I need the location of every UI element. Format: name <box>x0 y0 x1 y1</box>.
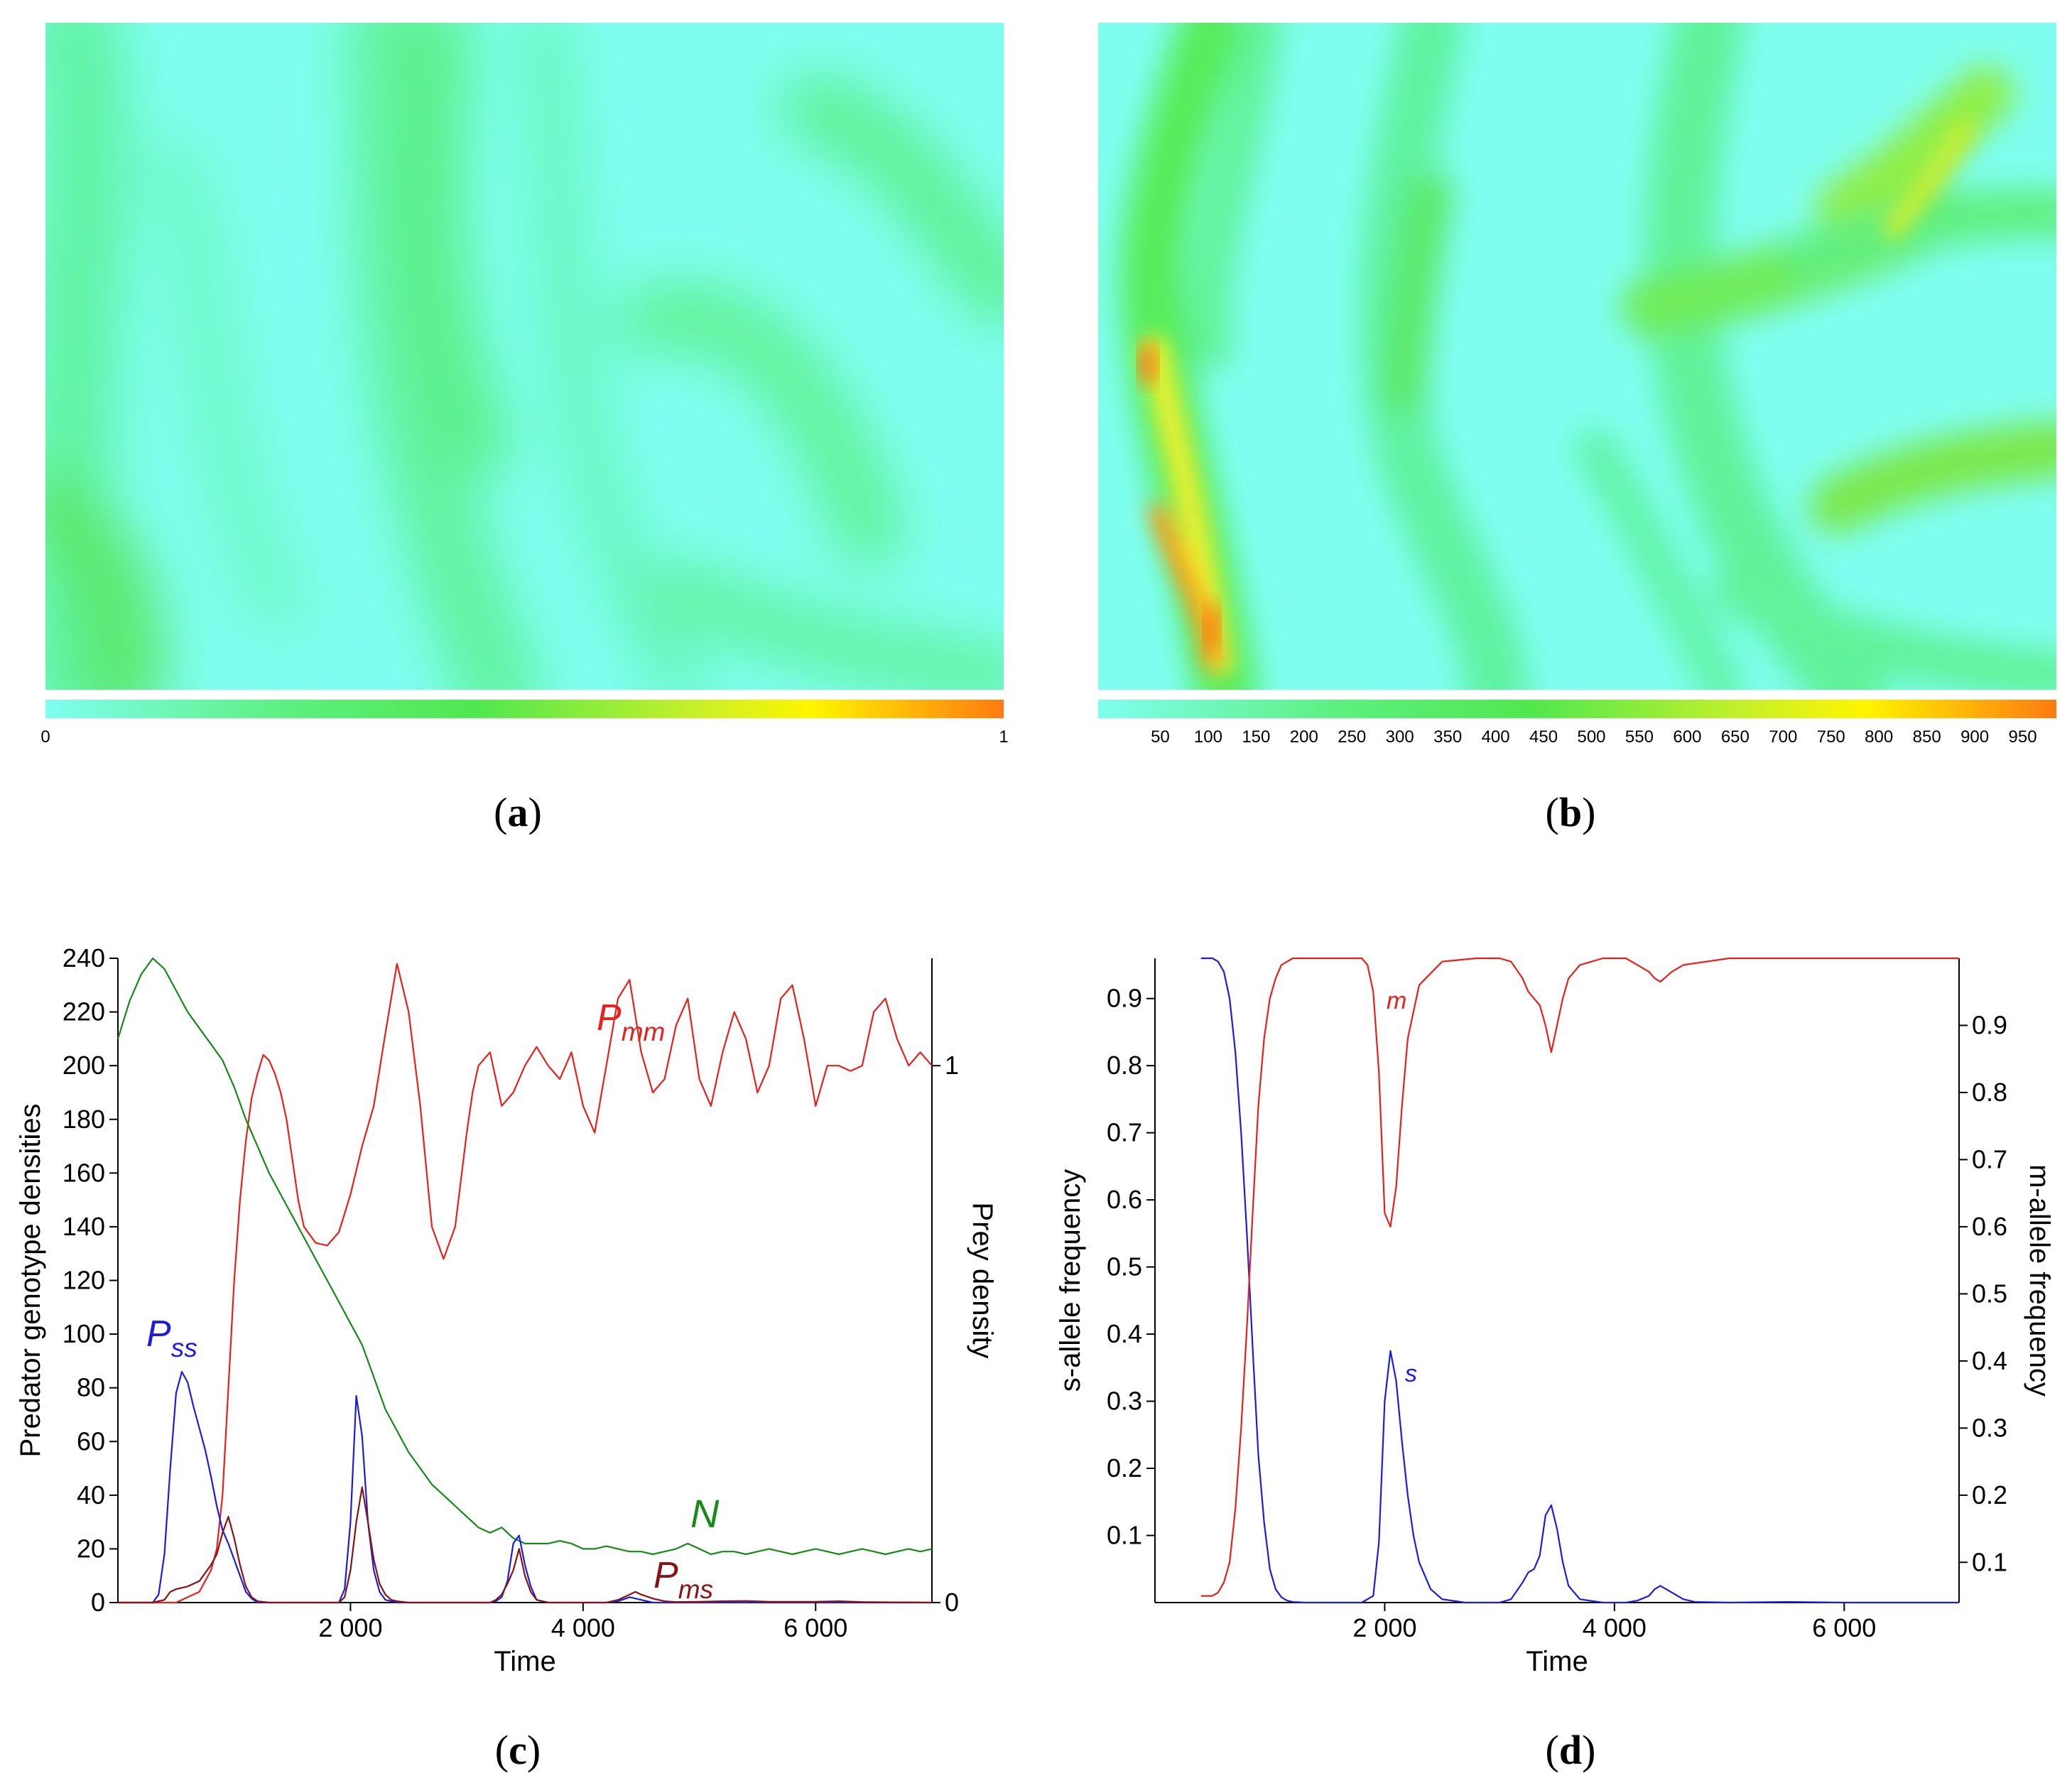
y-tick-label: 0.6 <box>1107 1185 1142 1214</box>
y-tick-label: 0 <box>91 1588 105 1617</box>
heatmap-b <box>1098 23 2056 690</box>
y-tick-label: 200 <box>63 1051 105 1080</box>
colorbar-b-labels: 50 100 150 200 250 300 350 400 450 500 550 600 650 70… <box>1098 727 2056 756</box>
panel-label-a: (a) <box>494 789 542 835</box>
label-pms-sub: ms <box>678 1575 713 1604</box>
y-tick-label: 0.8 <box>1107 1051 1142 1080</box>
colorbar-b-tick: 50 <box>1151 727 1170 747</box>
y-tick-label: 0.7 <box>1107 1118 1142 1147</box>
series-line-P_ms <box>118 1486 933 1604</box>
label-pmm-sub: mm <box>622 1017 666 1046</box>
y-axis-label: s-allele frequency <box>1055 1169 1086 1392</box>
label-pss-main: P <box>146 1313 171 1355</box>
series-line-s <box>1200 957 1959 1604</box>
x-tick-label: 2 000 <box>318 1613 382 1642</box>
label-pss: Pss <box>146 1313 197 1362</box>
panel-label-d: (d) <box>1545 1727 1596 1773</box>
y-tick-label: 220 <box>63 997 105 1026</box>
x-tick-label: 4 000 <box>1583 1613 1647 1642</box>
label-s-main: s <box>1405 1360 1417 1387</box>
label-m-main: m <box>1387 987 1406 1014</box>
series-line-P_mm <box>118 963 933 1604</box>
colorbar-b-tick: 150 <box>1242 727 1271 747</box>
x-tick-label: 4 000 <box>551 1613 615 1642</box>
y-tick-label: 0.5 <box>1107 1252 1142 1281</box>
y-tick-label: 20 <box>77 1534 105 1563</box>
y-tick-label: 80 <box>77 1373 105 1402</box>
x-axis-label: Time <box>1526 1646 1588 1677</box>
panel-label-c: (c) <box>494 1727 541 1773</box>
y-tick-label: 0.4 <box>1107 1319 1142 1348</box>
colorbar-b-tick: 550 <box>1624 727 1654 747</box>
colorbar-b-tick: 900 <box>1960 727 1990 747</box>
x-tick-label: 2 000 <box>1352 1613 1416 1642</box>
label-pmm-main: P <box>597 997 622 1039</box>
label-pss-sub: ss <box>171 1333 197 1362</box>
colorbar-b-tick: 650 <box>1720 727 1750 747</box>
label-pms: Pms <box>653 1555 713 1604</box>
y2-tick-label: 0.4 <box>1972 1346 2007 1375</box>
y2-tick-label: 0.8 <box>1972 1078 2007 1107</box>
y2-tick-label: 0.9 <box>1972 1010 2007 1039</box>
colorbar-b-tick: 800 <box>1865 727 1894 747</box>
colorbar-a-tick-max: 1 <box>999 727 1009 747</box>
y2-tick-label: 0.3 <box>1972 1413 2007 1442</box>
y-tick-label: 100 <box>63 1319 105 1348</box>
colorbar-a <box>45 700 1004 718</box>
x-tick-label: 6 000 <box>1812 1613 1876 1642</box>
y2-tick-label: 0.1 <box>1972 1547 2007 1576</box>
label-s: s <box>1405 1360 1417 1387</box>
y-tick-label: 0.9 <box>1107 984 1142 1013</box>
y-axis-label: Predator genotype densities <box>15 1103 46 1457</box>
colorbar-b-tick: 300 <box>1385 727 1414 747</box>
label-n: N <box>690 1491 720 1536</box>
chart-d: 2 000 4 000 6 000 0.1 0.2 0.3 0.4 0.5 0.6 0.7 0.8 0… <box>1055 957 2055 1677</box>
colorbar-b-tick: 400 <box>1481 727 1510 747</box>
y2-tick-label: 0.5 <box>1972 1279 2007 1308</box>
x-tick-label: 6 000 <box>783 1613 847 1642</box>
y2-tick-label: 0.7 <box>1972 1144 2007 1174</box>
colorbar-b-tick: 100 <box>1193 727 1222 747</box>
y2-axis-label: Prey density <box>967 1202 998 1358</box>
colorbar-b-tick: 950 <box>2008 727 2037 747</box>
colorbar-b-tick: 250 <box>1338 727 1367 747</box>
colorbar-b-tick: 200 <box>1289 727 1318 747</box>
colorbar-a-tick-min: 0 <box>40 727 50 747</box>
colorbar-b-tick: 700 <box>1769 727 1798 747</box>
y-tick-label: 120 <box>63 1266 105 1295</box>
y2-tick-label: 1 <box>945 1051 959 1080</box>
x-axis-label: Time <box>494 1646 555 1677</box>
y-tick-label: 40 <box>77 1480 105 1510</box>
chart-c: 2 000 4 000 6 000 0 20 40 60 80 100 120 140 160 180 2… <box>15 943 998 1677</box>
series-line-N <box>116 957 933 1556</box>
y-tick-label: 60 <box>77 1426 105 1456</box>
y-tick-label: 0.1 <box>1107 1521 1142 1550</box>
y-tick-label: 0.3 <box>1107 1387 1142 1416</box>
colorbar-b-tick: 850 <box>1912 727 1941 747</box>
label-n-main: N <box>690 1491 720 1536</box>
y-tick-label: 0.2 <box>1107 1453 1142 1483</box>
colorbar-b-tick: 600 <box>1673 727 1702 747</box>
y2-tick-label: 0.2 <box>1972 1480 2007 1510</box>
series-line-m <box>1200 957 1959 1597</box>
y-tick-label: 140 <box>63 1212 105 1241</box>
colorbar-b-tick: 750 <box>1816 727 1845 747</box>
colorbar-b-tick: 450 <box>1529 727 1558 747</box>
y2-tick-label: 0.6 <box>1972 1212 2007 1241</box>
y2-axis-label: m-allele frequency <box>2024 1164 2055 1397</box>
y-tick-label: 160 <box>63 1158 105 1187</box>
label-pms-main: P <box>653 1555 678 1596</box>
panel-label-b: (b) <box>1545 789 1596 835</box>
label-m: m <box>1387 987 1406 1014</box>
label-pmm: Pmm <box>597 997 665 1046</box>
colorbar-b <box>1098 700 2056 718</box>
y-tick-label: 180 <box>63 1105 105 1134</box>
y-tick-label: 240 <box>63 943 105 972</box>
colorbar-a-labels: 0 1 <box>40 727 1008 756</box>
y2-tick-label: 0 <box>945 1588 959 1617</box>
colorbar-b-tick: 500 <box>1577 727 1606 747</box>
colorbar-b-tick: 350 <box>1433 727 1463 747</box>
heatmap-a <box>45 23 1004 690</box>
